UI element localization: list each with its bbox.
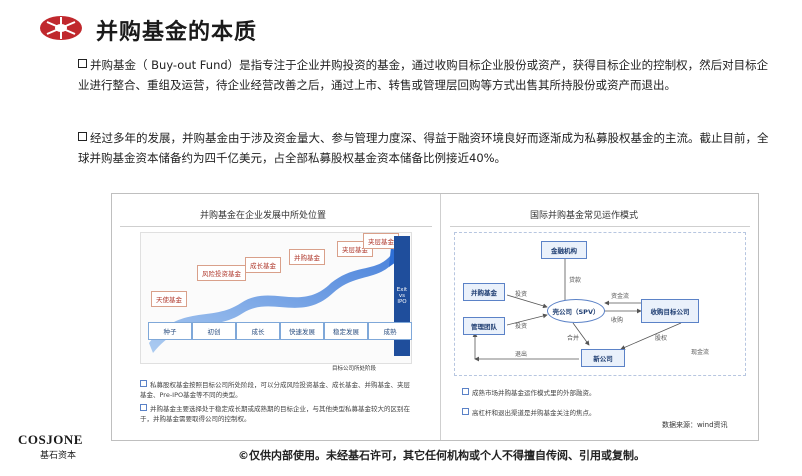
funds-label: 资金流 (611, 293, 630, 300)
stage-label: 并购基金 (289, 249, 325, 265)
paragraph-1-text: 并购基金（ Buy-out Fund）是指专注于企业并购投资的基金，通过收购目标… (78, 58, 769, 92)
page-title: 并购基金的本质 (96, 20, 258, 45)
bottom-stage: 成熟 (368, 322, 412, 340)
bottom-stage: 成长 (236, 322, 280, 340)
note-bullet-icon (140, 380, 147, 387)
loan-label: 贷款 (569, 277, 582, 284)
target-company-box: 收购目标公司 (641, 299, 699, 323)
bottom-stage: 种子 (148, 322, 192, 340)
footer-brand-cn: 基石资本 (40, 451, 77, 461)
left-note-2: 并购基金主要选择处于稳定成长期或成熟期的目标企业，与其他类型私募基金较大的区别在… (140, 404, 412, 424)
exit-label: 退出 (515, 351, 528, 358)
right-note-1-text: 成熟市场并购基金运作模式里的外部融资。 (472, 389, 596, 397)
invest-label: 投资 (515, 291, 528, 298)
cash-label: 现金流 (691, 349, 710, 356)
note-bullet-icon (462, 408, 469, 415)
paragraph-1: 并购基金（ Buy-out Fund）是指专注于企业并购投资的基金，通过收购目标… (78, 55, 778, 95)
bullet-square-icon (78, 59, 87, 68)
stage-label: 成长基金 (245, 257, 281, 273)
diagram-arrows-icon (472, 259, 682, 362)
right-note-2-text: 高杠杆和退出渠道是并购基金关注的焦点。 (472, 409, 596, 417)
bullet-square-icon (78, 132, 87, 141)
footer-brand: COSJONE 基石资本 (18, 432, 83, 461)
management-team-box: 管理团队 (463, 317, 505, 335)
dividend-label: 股权 (655, 335, 668, 342)
note-bullet-icon (140, 404, 147, 411)
left-note-1-text: 私募股权基金按照目标公司所处阶段，可以分成风险投资基金、成长基金、并购基金、夹层… (140, 381, 410, 399)
stage-label: 风险投资基金 (197, 265, 246, 281)
panel-divider (440, 194, 441, 440)
financial-institution-box: 金融机构 (541, 241, 587, 259)
operation-diagram: 金融机构 并购基金 管理团队 壳公司（SPV） 收购目标公司 新公司 贷款 投资… (454, 232, 746, 376)
axis-label: 目标公司所处阶段 (332, 366, 377, 372)
new-company-box: 新公司 (581, 349, 625, 367)
left-note-2-text: 并购基金主要选择处于稳定成长期或成熟期的目标企业，与其他类型私募基金较大的区别在… (140, 405, 410, 423)
footer-brand-name: COSJONE (18, 432, 83, 447)
merge-label: 合并 (567, 335, 580, 342)
acquire-label: 收购 (611, 317, 624, 324)
bottom-stage: 稳定发展 (324, 322, 368, 340)
figure-panel: 并购基金在企业发展中所处位置 国际并购基金常见运作模式 天使基金 风险投资基金 … (111, 193, 759, 441)
data-source: 数据来源：wind资讯 (662, 421, 728, 429)
spv-box: 壳公司（SPV） (547, 299, 605, 323)
right-note-2: 高杠杆和退出渠道是并购基金关注的焦点。 (462, 408, 742, 418)
stage-chart: 天使基金 风险投资基金 成长基金 并购基金 夹层基金 夹层基金 (140, 232, 412, 364)
buyout-fund-box: 并购基金 (463, 283, 505, 301)
bottom-stage: 初创 (192, 322, 236, 340)
stage-label: 天使基金 (151, 291, 187, 307)
note-bullet-icon (462, 388, 469, 395)
paragraph-2: 经过多年的发展，并购基金由于涉及资金量大、参与管理力度深、得益于融资环境良好而逐… (78, 128, 778, 168)
bottom-stages: 种子 初创 成长 快速发展 稳定发展 成熟 (140, 194, 412, 354)
right-note-1: 成熟市场并购基金运作模式里的外部融资。 (462, 388, 742, 398)
left-note-1: 私募股权基金按照目标公司所处阶段，可以分成风险投资基金、成长基金、并购基金、夹层… (140, 380, 412, 400)
paragraph-2-text: 经过多年的发展，并购基金由于涉及资金量大、参与管理力度深、得益于融资环境良好而逐… (78, 131, 769, 165)
left-panel-title: 并购基金在企业发展中所处位置 (200, 211, 327, 221)
brand-logo-icon (38, 14, 84, 46)
footer-notice: ©仅供内部使用。未经基石许可，其它任何机构或个人不得擅自传阅、引用或复制。 (238, 449, 645, 462)
bottom-stage: 快速发展 (280, 322, 324, 340)
left-title-divider (120, 226, 432, 227)
right-title-divider (450, 226, 750, 227)
invest-label: 投资 (515, 323, 528, 330)
right-panel-title: 国际并购基金常见运作模式 (530, 211, 639, 221)
